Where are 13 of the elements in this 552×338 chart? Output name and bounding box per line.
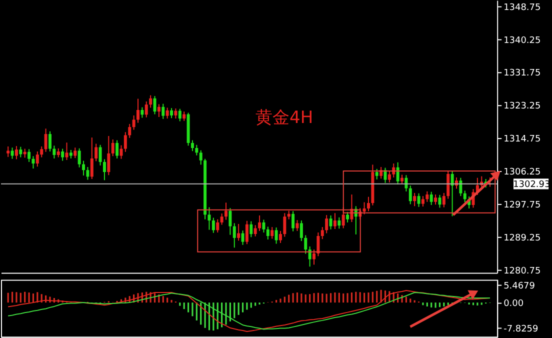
y-tick-label: 1306.25 xyxy=(504,168,541,178)
y-tick-label: 0.00 xyxy=(504,299,524,310)
y-tick-label: -7.8259 xyxy=(504,324,538,334)
y-tick-label: 1280.75 xyxy=(504,266,541,276)
y-tick-label: 1323.25 xyxy=(504,102,541,112)
y-tick-label: 1348.75 xyxy=(504,2,541,13)
y-tick-label: 1297.75 xyxy=(504,200,541,210)
y-tick-label: 1314.75 xyxy=(504,134,541,145)
y-tick-label: 1331.75 xyxy=(504,68,541,79)
y-tick-label: 1340.25 xyxy=(504,36,541,46)
annotation: 黄金4H xyxy=(256,107,314,128)
y-tick-label: 1289.25 xyxy=(504,233,541,244)
y-tick-label: 5.4679 xyxy=(504,281,536,292)
